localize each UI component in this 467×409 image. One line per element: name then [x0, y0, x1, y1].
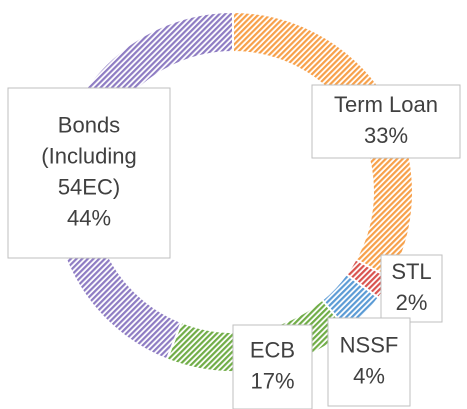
category-label: ECB [250, 337, 295, 362]
value-label: 33% [364, 123, 408, 148]
label-box [380, 254, 443, 323]
value-label: 17% [250, 368, 294, 393]
label-box [7, 87, 171, 259]
value-label: 4% [353, 363, 385, 388]
category-label: Bonds (Including 54EC) [41, 112, 136, 199]
label-box [311, 84, 461, 159]
value-label: 44% [67, 205, 111, 230]
label-box [327, 317, 411, 407]
label-box [232, 324, 313, 409]
category-label: NSSF [340, 332, 399, 357]
value-label: 2% [396, 290, 428, 315]
category-label: Term Loan [334, 92, 438, 117]
category-label: STL [391, 259, 431, 284]
